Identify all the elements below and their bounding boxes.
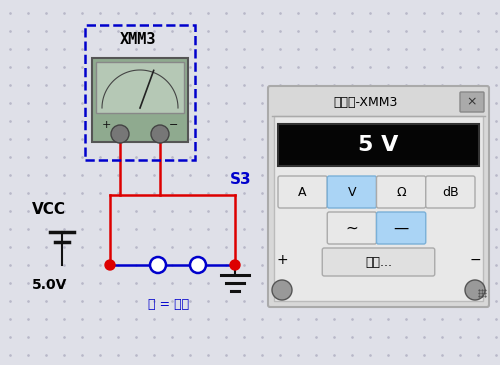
Bar <box>278 124 479 166</box>
Text: ×: × <box>467 96 477 108</box>
Text: 5 V: 5 V <box>358 135 399 155</box>
Text: A: A <box>298 185 307 199</box>
Text: S3: S3 <box>230 172 252 187</box>
FancyBboxPatch shape <box>278 176 327 208</box>
Text: XMM3: XMM3 <box>120 32 156 47</box>
Bar <box>92 58 188 142</box>
FancyBboxPatch shape <box>327 176 376 208</box>
Circle shape <box>151 125 169 143</box>
Circle shape <box>272 280 292 300</box>
Text: V: V <box>348 185 356 199</box>
Text: VCC: VCC <box>32 203 66 218</box>
Circle shape <box>105 260 115 270</box>
FancyBboxPatch shape <box>376 176 426 208</box>
Text: 5.0V: 5.0V <box>32 278 68 292</box>
Text: 设置...: 设置... <box>365 255 392 269</box>
Text: ~: ~ <box>346 220 358 235</box>
Bar <box>85 25 195 160</box>
Circle shape <box>111 125 129 143</box>
Text: dB: dB <box>442 185 458 199</box>
Text: 键 = 空格: 键 = 空格 <box>148 299 189 311</box>
Circle shape <box>190 257 206 273</box>
Bar <box>96 62 184 113</box>
FancyBboxPatch shape <box>460 92 484 112</box>
FancyBboxPatch shape <box>426 176 475 208</box>
Circle shape <box>230 260 240 270</box>
Text: +: + <box>276 253 288 267</box>
Text: 万用表-XMM3: 万用表-XMM3 <box>334 96 398 108</box>
FancyBboxPatch shape <box>376 212 426 244</box>
Text: −: − <box>469 253 481 267</box>
Text: +: + <box>102 120 110 130</box>
Text: Ω: Ω <box>396 185 406 199</box>
Text: −: − <box>170 120 178 130</box>
FancyBboxPatch shape <box>268 86 489 307</box>
FancyBboxPatch shape <box>327 212 376 244</box>
Circle shape <box>150 257 166 273</box>
Text: —: — <box>394 220 409 235</box>
FancyBboxPatch shape <box>322 248 435 276</box>
Circle shape <box>465 280 485 300</box>
Bar <box>274 116 483 301</box>
